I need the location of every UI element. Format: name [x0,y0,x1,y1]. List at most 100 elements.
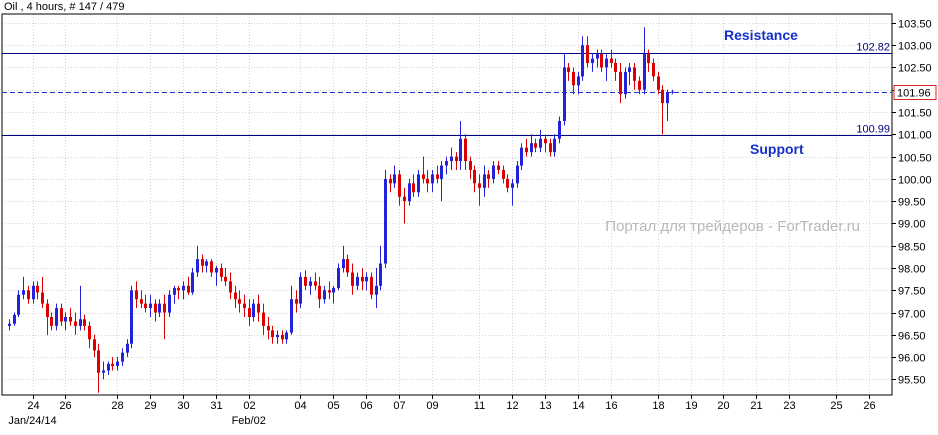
candle-body [332,288,335,293]
candle [149,294,152,318]
candle-body [88,325,91,340]
candle [346,254,349,277]
level-label-support: 100.99 [856,124,890,136]
candle-body [473,169,476,184]
candle-body [328,290,331,293]
candle [22,276,25,300]
candle [361,268,364,291]
candle-body [398,174,401,197]
candle [205,259,208,273]
y-tick-label: 99.50 [898,197,926,209]
candle-body [13,314,16,324]
candle-body [361,276,364,282]
candle [64,312,67,331]
candle [163,294,166,340]
candle-body [36,285,39,293]
candle-body [79,319,82,326]
candle-body [271,330,274,338]
candle [55,303,58,331]
candle [8,319,11,331]
candle [628,63,631,86]
x-tick-label: 31 [210,400,222,412]
candle-body [408,183,411,202]
candle-body [356,276,359,286]
candle-body [32,285,35,300]
candle-body [351,272,354,286]
candle-body [647,54,650,64]
candle [107,361,110,375]
candle [445,156,448,175]
candle-body [534,143,537,148]
y-tick-label: 103.00 [898,41,932,53]
candle [473,165,476,193]
x-date-label: Jan/24/14 [8,415,56,427]
candle-body [267,325,270,331]
level-label-resistance: 102.82 [856,42,890,54]
candle [549,138,552,157]
candle [295,290,298,313]
candle [356,272,359,291]
candle-body [628,67,631,72]
candle-body [276,334,279,338]
candle-body [163,303,166,313]
candle [563,54,566,126]
x-tick-label: 09 [426,400,438,412]
y-tick-label: 99.00 [898,219,926,231]
candle-body [342,259,345,268]
candle-body [346,259,349,273]
candle-body [497,165,500,170]
candle-body [93,339,96,351]
candle [69,308,72,326]
candle [262,303,265,335]
candle [464,134,467,170]
candle [342,245,345,273]
candle-body [393,174,396,184]
candle [177,285,180,300]
candle-body [506,178,509,188]
candle-body [502,169,505,179]
x-tick-label: 30 [177,400,189,412]
candle [116,357,119,371]
candle-body [182,285,185,291]
candle [502,165,505,184]
candle-body [492,165,495,179]
candle [60,303,63,326]
x-tick-label: 24 [27,400,39,412]
candle-body [530,143,533,153]
y-tick-label: 102.50 [898,63,932,75]
candle [140,290,143,309]
candle-body [46,303,49,318]
candle-body [445,161,448,166]
candle [323,285,326,304]
candle [633,63,636,90]
candle [318,276,321,309]
candle [661,85,664,135]
candle [455,152,458,170]
candle [384,169,387,268]
x-tick-label: 02 [243,400,255,412]
candle [271,325,274,344]
y-tick-label: 98.50 [898,242,926,254]
candle [553,134,556,157]
candle [351,263,354,295]
candle [666,89,669,121]
candle [332,285,335,304]
candle-body [389,178,392,184]
candle-body [257,303,260,313]
x-date-label: Feb/02 [232,415,266,427]
candle-body [549,143,552,153]
candle-body [469,161,472,170]
candle-body [671,91,674,93]
x-tick-label: 04 [294,400,306,412]
candle-body [285,332,288,340]
candle-body [581,45,584,77]
candle [154,299,157,322]
candle-body [126,343,129,353]
candle [17,290,20,318]
candle-body [459,138,462,162]
candle [492,161,495,184]
candle [511,178,514,206]
candle [417,169,420,197]
y-tick-label: 98.00 [898,264,926,276]
chart-title: Oil , 4 hours, # 147 / 479 [4,1,124,13]
